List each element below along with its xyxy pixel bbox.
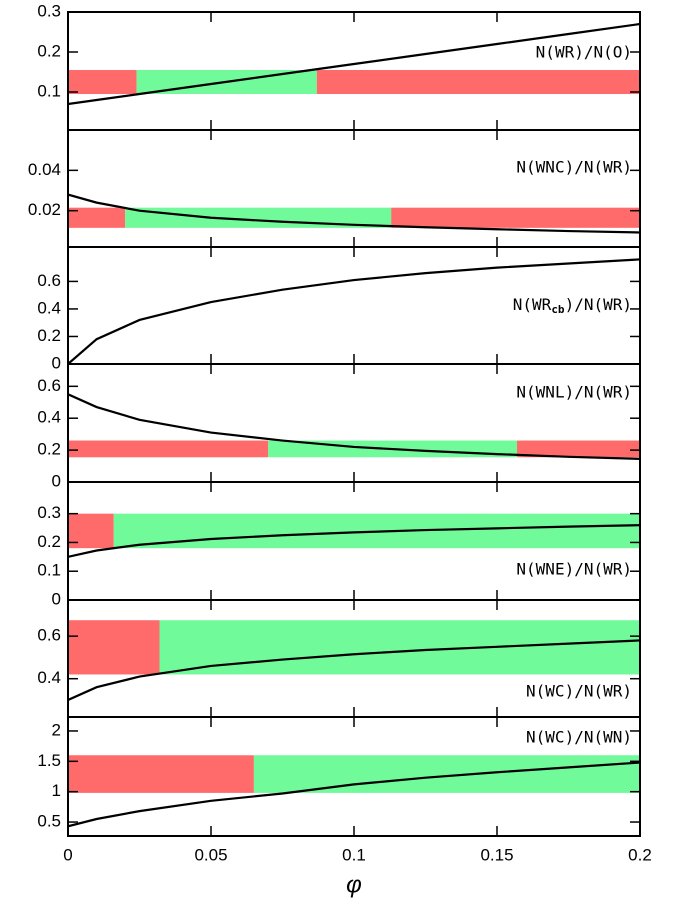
line [68,193,640,234]
band-segment [517,440,640,458]
y-tick-label: 0.4 [37,668,61,687]
y-tick-label: 0.02 [28,200,61,219]
band-segment [159,620,640,675]
y-tick-label: 0 [52,353,61,372]
y-tick-label: 0.5 [37,812,61,831]
panel-label: N(WR)/N(O) [536,43,632,62]
line [68,258,640,364]
y-tick-label: 0 [52,471,61,490]
y-tick-label: 0.1 [37,81,61,100]
y-tick-label: 0.2 [37,41,61,60]
band-segment [68,440,269,458]
panel-frame [67,129,641,248]
panel-label-part: )/N(WR) [565,295,632,314]
y-tick-label: 0.04 [28,160,61,179]
y-tick-label: 0.4 [37,298,61,317]
line [68,393,640,460]
panel-label: N(WRcb)/N(WR) [513,295,632,317]
y-tick-label: 0 [52,589,61,608]
x-tick-label: 0.15 [480,845,513,864]
y-tick-label: 0.2 [37,440,61,459]
x-tick-label: 0.2 [628,845,652,864]
y-tick-label: 0.6 [37,376,61,395]
x-tick-label: 0.1 [342,845,366,864]
x-tick-label: 0 [63,845,72,864]
panel-label: N(WC)/N(WR) [526,682,632,701]
band-segment [316,70,640,94]
band-segment [68,755,254,793]
y-tick-label: 0.2 [37,326,61,345]
panel-label: N(WNC)/N(WR) [516,158,632,177]
panel-label: N(WC)/N(WN) [526,728,632,747]
y-tick-label: 0.1 [37,561,61,580]
y-tick-label: 0.3 [37,1,61,20]
band-segment [253,755,640,793]
band-segment [68,70,137,94]
y-tick-label: 1 [52,781,61,800]
panel-label: N(WNL)/N(WR) [516,383,632,402]
band-segment [391,207,640,228]
y-tick-label: 1.5 [37,751,61,770]
line [68,524,640,558]
panel-label-part: cb [551,303,565,316]
line [68,22,640,106]
line [68,639,640,701]
y-tick-label: 0.2 [37,532,61,551]
y-tick-label: 0.3 [37,503,61,522]
band-segment [68,620,160,675]
y-tick-label: 0.6 [37,626,61,645]
x-tick-label: 0.05 [194,845,227,864]
band-segment [68,207,126,228]
x-axis-label: φ [346,871,362,898]
y-tick-label: 0.4 [37,408,61,427]
line [68,761,640,828]
y-tick-label: 0.6 [37,271,61,290]
y-tick-label: 2 [52,720,61,739]
panel-label-part: N(WR [513,295,552,314]
panel-label: N(WNE)/N(WR) [516,560,632,579]
panel-frame [67,716,641,837]
